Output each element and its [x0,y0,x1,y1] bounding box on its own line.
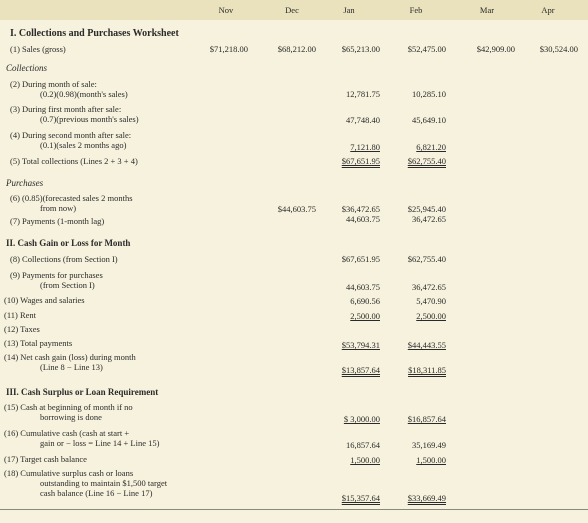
row11-feb: 2,500.00 [416,311,446,321]
col-dec: Dec [285,5,299,15]
row6-dec: $44,603.75 [277,204,316,214]
row2-jan: 12,781.75 [346,89,380,99]
row2-label2: (0.2)(0.98)(month's sales) [40,89,128,99]
row5-label: (5) Total collections (Lines 2 + 3 + 4) [10,156,138,166]
row9-jan: 44,603.75 [346,282,380,292]
row14-label1: (14) Net cash gain (loss) during month [4,352,136,362]
row8-label: (8) Collections (from Section I) [10,254,118,264]
row13-label: (13) Total payments [4,338,73,348]
row2-label1: (2) During month of sale: [10,79,97,89]
row18-label2: outstanding to maintain $1,500 target [40,478,168,488]
row17-jan: 1,500.00 [350,455,380,465]
row18-feb: $33,669.49 [407,493,446,503]
row11-jan: 2,500.00 [350,311,380,321]
section2-title: II. Cash Gain or Loss for Month [6,238,131,248]
row6-jan: $36,472.65 [341,204,380,214]
row10-jan: 6,690.56 [350,296,380,306]
purchases-heading: Purchases [6,178,44,188]
row1-feb: $52,475.00 [407,44,446,54]
row1-nov: $71,218.00 [209,44,248,54]
row1-dec: $68,212.00 [277,44,316,54]
row18-label1: (18) Cumulative surplus cash or loans [4,468,134,478]
row7-label: (7) Payments (1-month lag) [10,216,105,226]
row16-feb: 35,169.49 [412,440,446,450]
row1-label: (1) Sales (gross) [10,44,66,54]
row4-feb: 6,821.20 [416,142,446,152]
row1-apr: $30,524.00 [539,44,578,54]
row18-jan: $15,357.64 [341,493,380,503]
col-nov: Nov [218,5,234,15]
row4-jan: 7,121.80 [350,142,380,152]
row14-label2: (Line 8 − Line 13) [40,362,103,372]
row7-feb: 36,472.65 [412,214,446,224]
row3-feb: 45,649.10 [412,115,446,125]
row2-feb: 10,285.10 [412,89,446,99]
row11-label: (11) Rent [4,310,37,320]
row15-jan: $ 3,000.00 [343,414,380,424]
col-mar: Mar [479,5,495,15]
row4-label2: (0.1)(sales 2 months ago) [40,140,127,150]
row8-jan: $67,651.95 [341,254,380,264]
row10-feb: 5,470.90 [416,296,446,306]
row12-label: (12) Taxes [4,324,40,334]
column-header-band [0,0,588,20]
row17-feb: 1,500.00 [416,455,446,465]
row15-label1: (15) Cash at beginning of month if no [4,402,133,412]
section1-title: I. Collections and Purchases Worksheet [10,28,179,39]
row7-jan: 44,603.75 [346,214,380,224]
row6-label2: from now) [40,203,77,213]
row16-label2: gain or − loss = Line 14 + Line 15) [40,438,160,448]
row15-label2: borrowing is done [40,412,102,422]
row1-jan: $65,213.00 [341,44,380,54]
row3-label1: (3) During first month after sale: [10,104,122,114]
row13-jan: $53,794.31 [341,340,380,350]
row3-jan: 47,748.40 [346,115,380,125]
section3-title: III. Cash Surplus or Loan Requirement [6,387,159,397]
row8-feb: $62,755.40 [407,254,446,264]
row17-label: (17) Target cash balance [4,454,87,464]
col-jan: Jan [343,5,355,15]
row9-label1: (9) Payments for purchases [10,270,103,280]
row14-jan: $13,857.64 [341,365,380,375]
row16-jan: 16,857.64 [346,440,380,450]
row6-feb: $25,945.40 [407,204,446,214]
row15-feb: $16,857.64 [407,414,446,424]
row13-feb: $44,443.55 [407,340,446,350]
row9-feb: 36,472.65 [412,282,446,292]
row9-label2: (from Section I) [40,280,95,290]
col-feb: Feb [409,5,423,15]
row18-label3: cash balance (Line 16 − Line 17) [40,488,153,498]
row5-feb: $62,755.40 [407,156,446,166]
row14-feb: $18,311.85 [408,365,446,375]
row16-label1: (16) Cumulative cash (cash at start + [4,428,130,438]
row5-jan: $67,651.95 [341,156,380,166]
row3-label2: (0.7)(previous month's sales) [40,114,139,124]
row4-label1: (4) During second month after sale: [10,130,132,140]
row6-label1: (6) (0.85)(forecasted sales 2 months [10,193,133,203]
bottom-rule [0,509,588,510]
row1-mar: $42,909.00 [476,44,515,54]
row10-label: (10) Wages and salaries [4,295,85,305]
col-apr: Apr [541,5,555,15]
collections-heading: Collections [6,63,47,73]
